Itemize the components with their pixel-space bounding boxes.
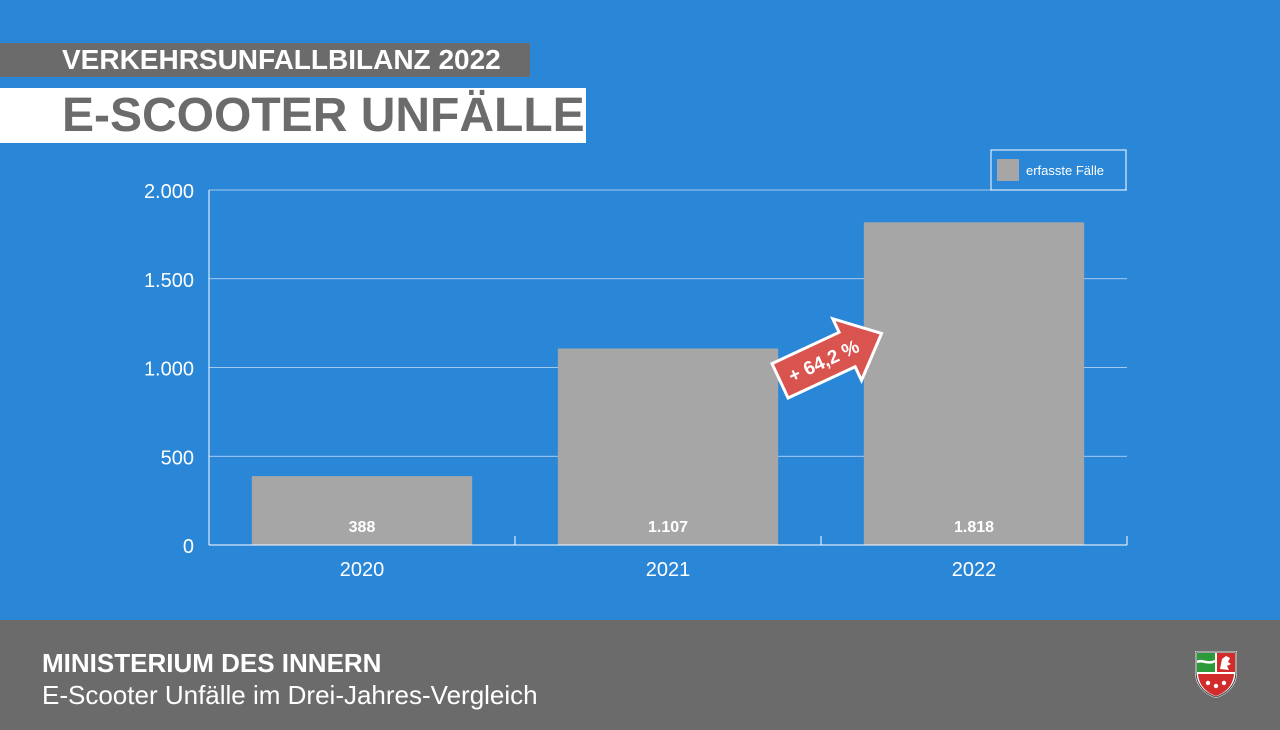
data-label: 1.818	[954, 519, 994, 536]
organization-name: MINISTERIUM DES INNERN	[42, 648, 382, 678]
legend-label: erfasste Fälle	[1026, 163, 1104, 178]
growth-arrow-shape	[770, 316, 884, 401]
x-tick-label: 2022	[952, 559, 997, 581]
bar	[557, 348, 779, 545]
y-tick-label: 0	[183, 536, 194, 558]
bar-chart: 0 500 1.000 1.500 2.000 2020 2021 2022 388 1.107…	[144, 149, 1128, 581]
data-labels: 388 1.107 1.818	[349, 519, 994, 536]
y-tick-label: 2.000	[144, 181, 194, 203]
axes: 0 500 1.000 1.500 2.000 2020 2021 2022	[144, 181, 1128, 581]
legend-box	[990, 149, 1127, 191]
bar	[251, 476, 473, 545]
y-tick-label: 1.500	[144, 270, 194, 292]
legend: erfasste Fälle	[990, 149, 1127, 191]
x-tick-label: 2020	[340, 559, 385, 581]
y-tick-label: 1.000	[144, 359, 194, 381]
bar	[863, 222, 1085, 545]
data-label: 388	[349, 519, 376, 536]
footer: MINISTERIUM DES INNERN E-Scooter Unfälle…	[0, 620, 1280, 730]
legend-swatch	[997, 159, 1019, 181]
data-label: 1.107	[648, 519, 688, 536]
bars	[251, 222, 1085, 545]
footer-subtitle: E-Scooter Unfälle im Drei-Jahres-Verglei…	[42, 680, 538, 710]
y-tick-label: 500	[161, 447, 194, 469]
x-tick-label: 2021	[646, 559, 691, 581]
kicker-title: VERKEHRSUNFALLBILANZ 2022	[0, 43, 530, 77]
page-title: E-SCOOTER UNFÄLLE	[0, 88, 586, 143]
nrw-coat-of-arms-icon	[1195, 651, 1237, 698]
